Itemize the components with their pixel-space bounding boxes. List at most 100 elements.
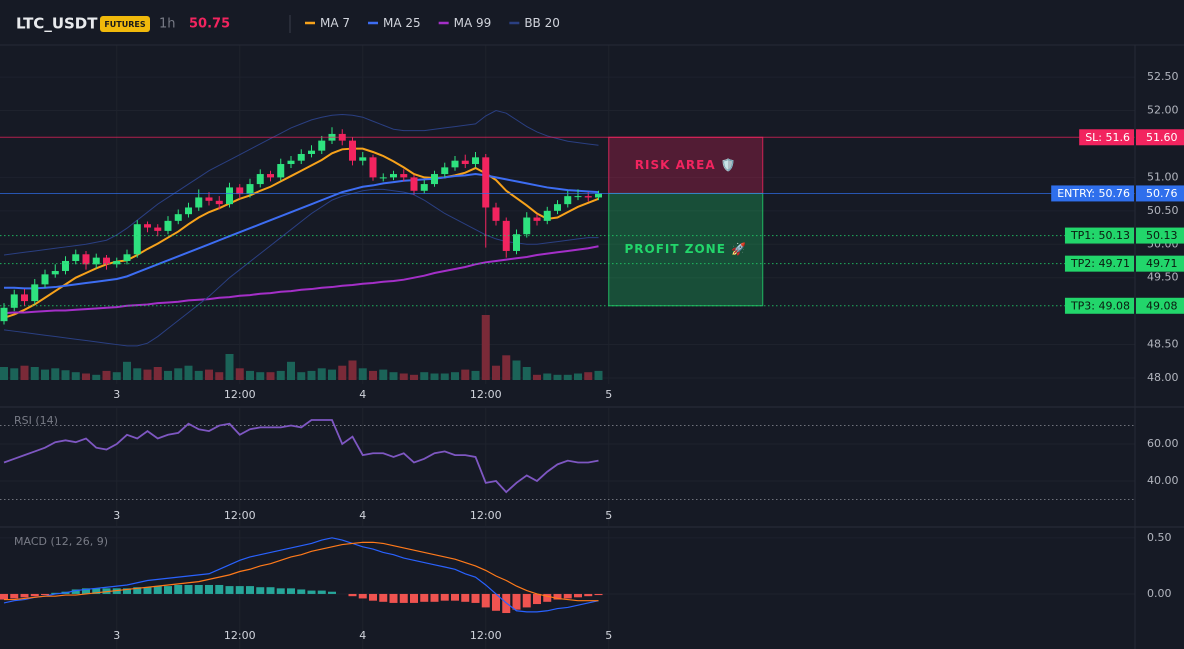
volume-bar bbox=[71, 372, 80, 380]
histogram-bar bbox=[543, 593, 552, 602]
x-tick-label: 3 bbox=[113, 388, 120, 401]
badge-bg bbox=[100, 16, 150, 32]
histogram-bar bbox=[0, 593, 8, 600]
histogram-bar bbox=[164, 586, 172, 594]
volume-bar bbox=[143, 369, 152, 380]
y-tick-label: 40.00 bbox=[1147, 474, 1179, 487]
candle-body bbox=[482, 157, 490, 208]
level-tag bbox=[1064, 255, 1134, 272]
candle-body bbox=[400, 174, 408, 178]
x-tick-label: 4 bbox=[359, 388, 366, 401]
candle-body bbox=[584, 196, 592, 198]
volume-bar bbox=[225, 354, 234, 380]
x-tick-label: 12:00 bbox=[224, 509, 256, 522]
volume-bar bbox=[123, 361, 131, 380]
histogram-bar bbox=[553, 593, 562, 600]
y-tick-label: 0.00 bbox=[1147, 587, 1172, 600]
volume-bar bbox=[379, 369, 388, 380]
histogram-bar bbox=[246, 586, 254, 594]
volume-bar bbox=[369, 370, 377, 380]
histogram-bar bbox=[41, 593, 49, 596]
histogram-bar bbox=[307, 590, 316, 594]
volume-bar bbox=[82, 373, 90, 380]
last-price: 50.75 bbox=[189, 17, 230, 32]
histogram-bar bbox=[276, 588, 285, 594]
candle-body bbox=[154, 227, 162, 231]
volume-bar bbox=[399, 373, 408, 380]
candle-body bbox=[287, 160, 295, 165]
volume-bar bbox=[543, 373, 552, 380]
legend-label: MA 25 bbox=[383, 16, 421, 30]
candle-body bbox=[205, 197, 213, 201]
zone-label: RISK AREA 🛡️ bbox=[635, 158, 737, 172]
zone bbox=[608, 192, 764, 307]
histogram-bar bbox=[297, 589, 306, 594]
histogram-bar bbox=[399, 593, 408, 603]
volume-bar bbox=[481, 315, 490, 380]
histogram-bar bbox=[420, 593, 429, 602]
candle-body bbox=[318, 140, 326, 151]
volume-bar bbox=[164, 370, 172, 380]
indicator-line bbox=[3, 537, 599, 613]
x-tick-label: 5 bbox=[605, 509, 612, 522]
histogram-bar bbox=[317, 590, 326, 594]
volume-bar bbox=[440, 373, 449, 380]
overlay-layer: 3 12:00 4 12:00 548.0048.5049.5050.0050.5051… bbox=[0, 70, 1184, 642]
y-tick-label: 48.50 bbox=[1147, 338, 1179, 351]
histogram-bar bbox=[143, 587, 152, 594]
candle-body bbox=[133, 224, 141, 255]
histogram-bar bbox=[358, 593, 367, 599]
legend-label: BB 20 bbox=[524, 16, 560, 30]
pane-title: RSI (14) bbox=[14, 414, 58, 427]
price-tag bbox=[1136, 297, 1184, 314]
ma-line bbox=[4, 173, 599, 290]
candle-body bbox=[554, 204, 561, 211]
volume-bar bbox=[205, 369, 213, 380]
pane-title: MACD (12, 26, 9) bbox=[14, 535, 108, 548]
candle-body bbox=[0, 307, 8, 322]
volume-bar bbox=[471, 370, 480, 380]
histogram-bar bbox=[205, 584, 213, 594]
candle-body bbox=[246, 184, 254, 195]
candle-body bbox=[31, 284, 39, 302]
volume-bar bbox=[574, 373, 582, 380]
histogram-bar bbox=[30, 593, 39, 597]
x-tick-label: 12:00 bbox=[224, 388, 256, 401]
candle-body bbox=[472, 157, 479, 165]
histogram-bar bbox=[563, 593, 572, 599]
volume-bar bbox=[276, 370, 285, 380]
band-line bbox=[3, 188, 599, 347]
y-tick-label: 60.00 bbox=[1147, 437, 1179, 450]
candle-body bbox=[595, 193, 602, 198]
interval: 1h bbox=[159, 17, 176, 32]
volume-bar bbox=[256, 372, 265, 380]
volume-bar bbox=[358, 368, 367, 380]
histogram-bar bbox=[594, 593, 603, 596]
volume-bar bbox=[584, 372, 593, 380]
histogram-bar bbox=[266, 587, 275, 594]
volume-bar bbox=[297, 372, 306, 380]
indicator-line bbox=[4, 541, 599, 602]
legend-label: MA 99 bbox=[454, 16, 492, 30]
volume-bar bbox=[522, 367, 531, 380]
volume-bar bbox=[92, 374, 101, 380]
histogram-bar bbox=[584, 593, 593, 597]
candle-body bbox=[174, 214, 182, 221]
badge: FUTURES bbox=[104, 20, 146, 29]
level-tag-label: TP1: 50.13 bbox=[1070, 229, 1130, 242]
volume-bar bbox=[553, 374, 562, 380]
volume-bar bbox=[594, 370, 603, 380]
histogram-bar bbox=[71, 589, 80, 594]
volume-bar bbox=[389, 372, 398, 380]
histogram-bar bbox=[481, 593, 490, 608]
volume-bar bbox=[235, 368, 244, 380]
x-tick-label: 12:00 bbox=[470, 509, 502, 522]
symbol: LTC_USDT bbox=[16, 15, 98, 33]
x-tick-label: 4 bbox=[359, 509, 366, 522]
price-tag bbox=[1136, 129, 1184, 146]
y-tick-label: 49.50 bbox=[1147, 271, 1179, 284]
histogram-bar bbox=[410, 593, 418, 603]
volume-bar bbox=[184, 365, 193, 380]
level-tag-label: TP2: 49.71 bbox=[1070, 257, 1130, 270]
